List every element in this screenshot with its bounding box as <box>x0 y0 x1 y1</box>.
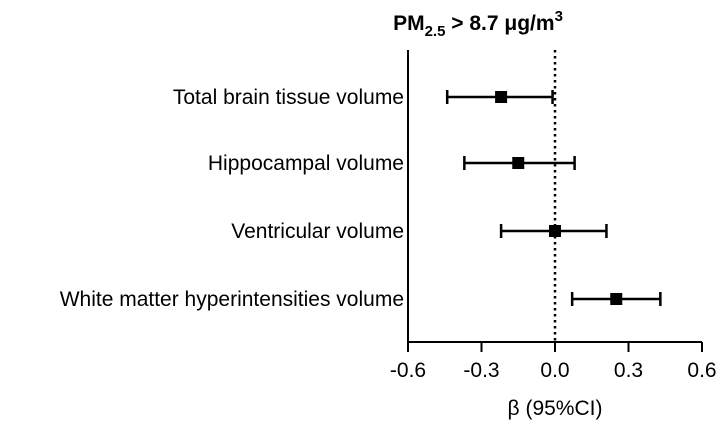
x-tick-label: -0.3 <box>463 359 499 382</box>
x-tick-label: 0.6 <box>687 359 716 382</box>
row-label: Total brain tissue volume <box>173 86 404 109</box>
forest-rows: Total brain tissue volume Hippocampal vol… <box>60 86 662 311</box>
plot-title: PM2.5 > 8.7 μg/m3 <box>393 8 563 40</box>
forest-row: White matter hyperintensities volume <box>60 288 662 311</box>
forest-row: Ventricular volume <box>231 220 608 243</box>
forest-row: Hippocampal volume <box>208 152 576 175</box>
x-tick-label: -0.6 <box>390 359 426 382</box>
title-subscript: 2.5 <box>425 23 446 40</box>
x-tick-label: 0.3 <box>614 359 643 382</box>
x-axis-title: β (95%CI) <box>508 397 603 420</box>
estimate-marker <box>610 293 623 305</box>
estimate-marker <box>549 225 561 237</box>
row-label: Hippocampal volume <box>208 152 404 175</box>
row-label: White matter hyperintensities volume <box>60 288 404 311</box>
x-ticks: -0.6 -0.3 0.0 0.3 0.6 <box>390 342 717 382</box>
x-tick-label: 0.0 <box>540 359 569 382</box>
estimate-marker <box>495 91 508 103</box>
row-label: Ventricular volume <box>231 220 404 243</box>
forest-row: Total brain tissue volume <box>173 86 554 109</box>
title-middle: > 8.7 μg/m <box>445 12 554 35</box>
title-prefix: PM <box>393 12 425 35</box>
estimate-marker <box>512 157 525 169</box>
title-superscript: 3 <box>555 8 563 25</box>
